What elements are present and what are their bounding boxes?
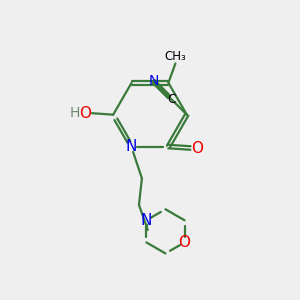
Text: O: O [191,140,203,155]
Text: CH₃: CH₃ [165,50,186,63]
Text: N: N [141,213,152,228]
Text: C: C [168,93,176,106]
Text: O: O [178,235,190,250]
Text: O: O [80,106,92,121]
Text: N: N [148,74,159,88]
Text: N: N [126,139,137,154]
Text: H: H [69,106,80,120]
